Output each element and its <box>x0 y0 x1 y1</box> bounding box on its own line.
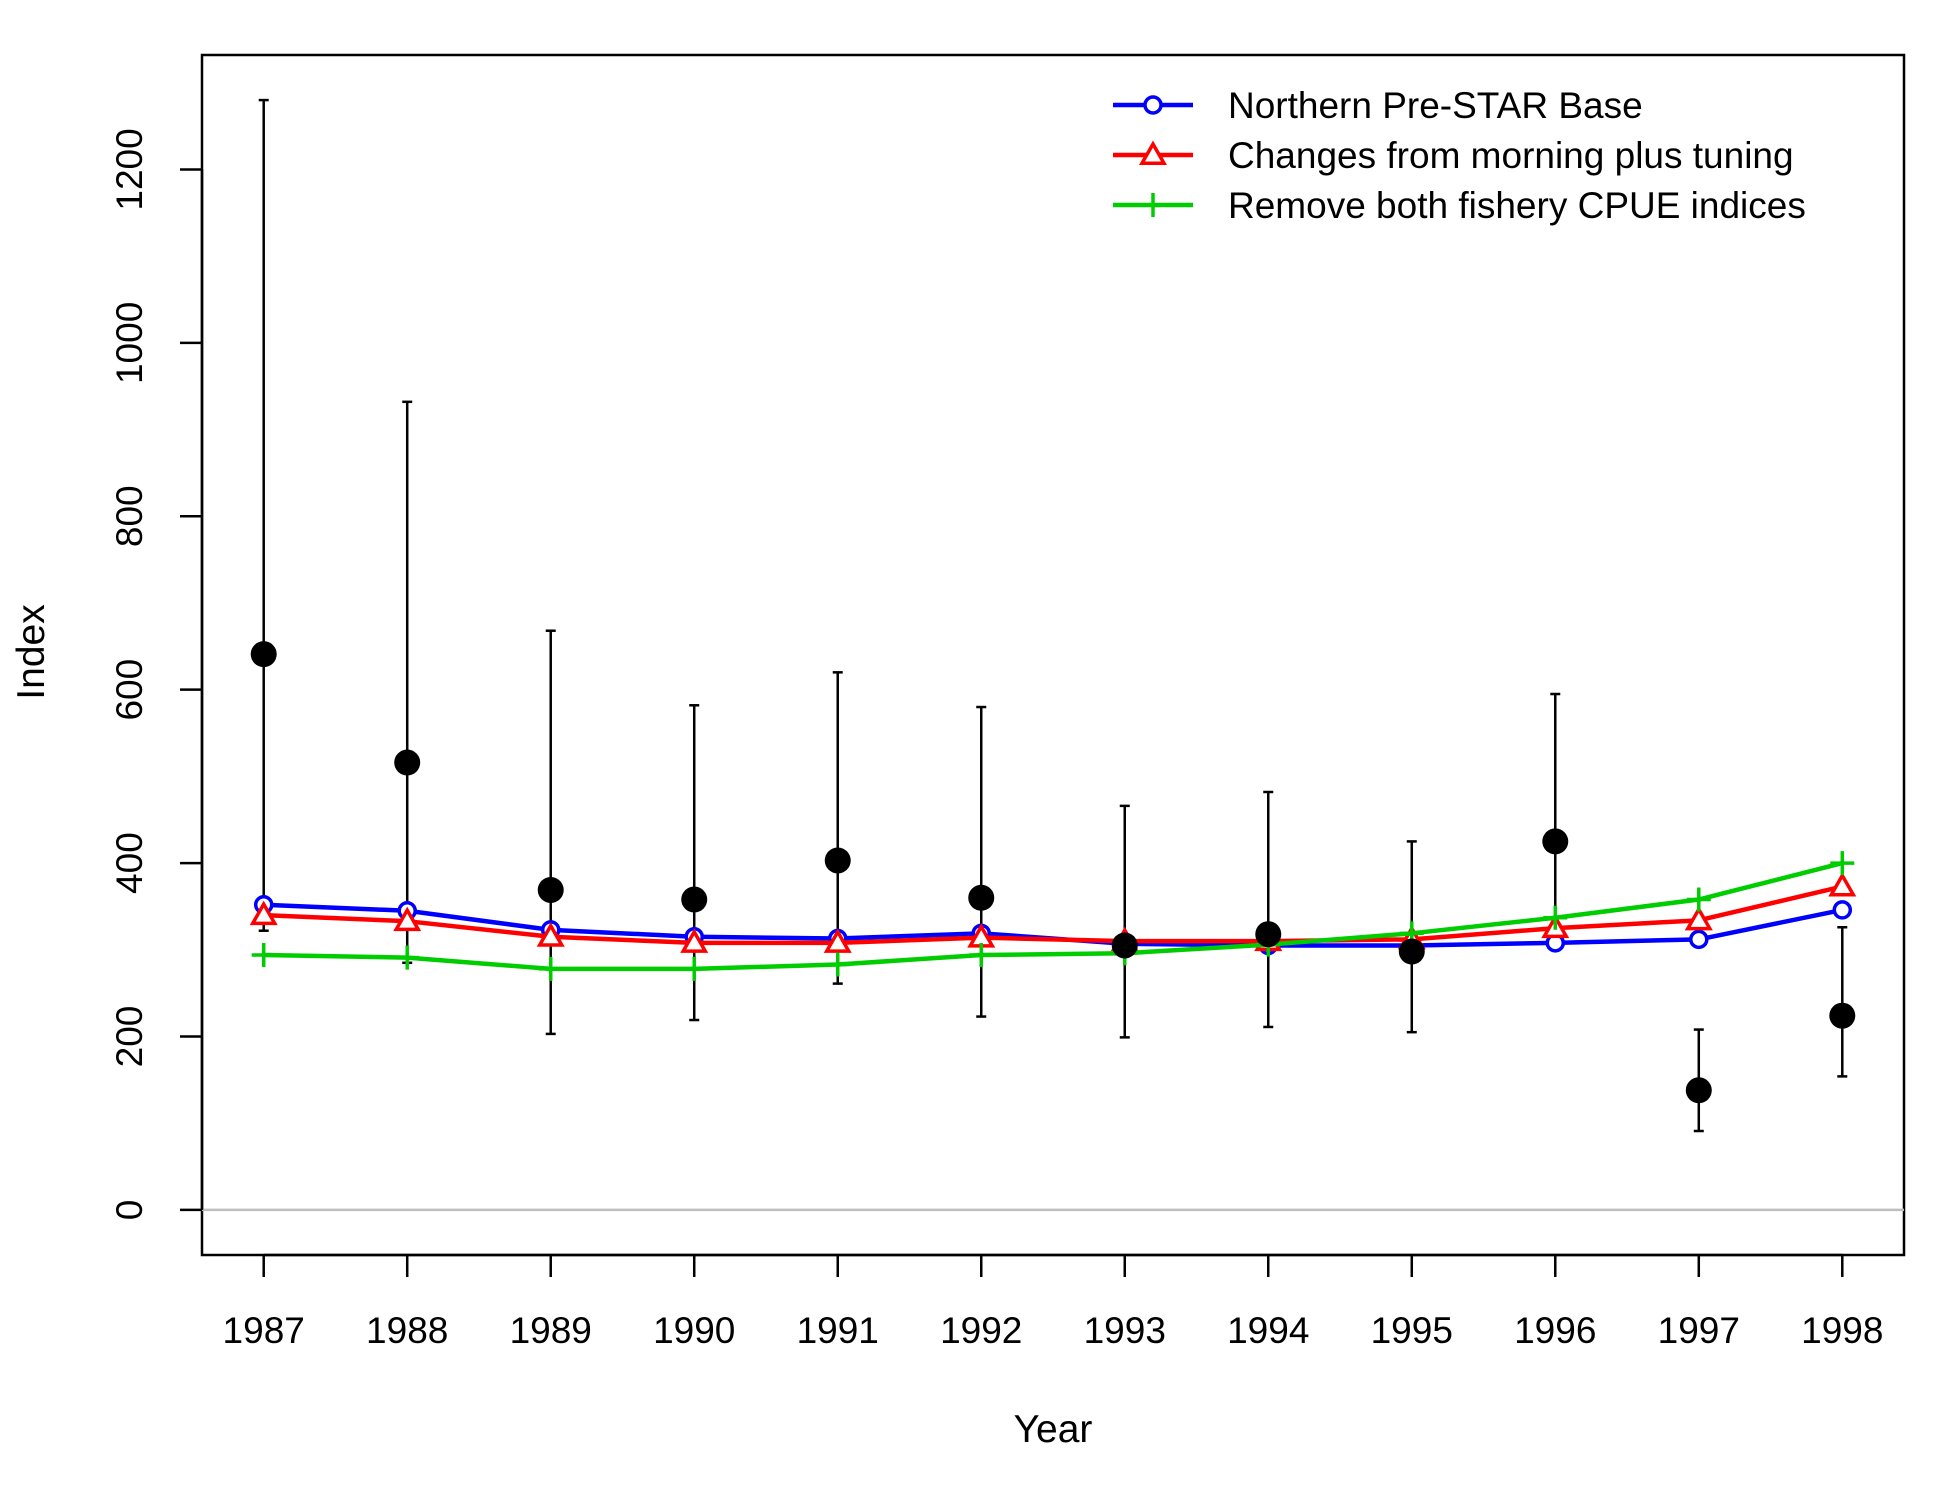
series-point <box>251 943 276 967</box>
observed-point <box>394 749 421 776</box>
x-axis-label: Year <box>1014 1408 1093 1451</box>
y-axis: 0 200 400 600 800 1000 1200 <box>109 128 204 1221</box>
legend-marker <box>1138 140 1168 165</box>
y-tick-label: 1200 <box>109 128 150 210</box>
plot-frame <box>200 53 1906 1257</box>
observed-point <box>1685 1077 1712 1104</box>
legend-label: Changes from morning plus tuning <box>1228 135 1794 176</box>
x-tick-label: 1989 <box>510 1310 592 1351</box>
series-point <box>1832 900 1853 920</box>
y-tick-label: 600 <box>109 659 150 721</box>
observed-point <box>250 641 277 668</box>
x-tick-label: 1993 <box>1084 1310 1166 1351</box>
y-tick-label: 800 <box>109 485 150 547</box>
y-tick-label: 200 <box>109 1006 150 1068</box>
observed-point <box>1255 921 1282 948</box>
x-tick-label: 1991 <box>797 1310 879 1351</box>
series-point <box>1830 851 1855 876</box>
legend: Northern Pre-STAR Base Changes from morni… <box>1113 85 1806 226</box>
series-point <box>1684 905 1713 931</box>
x-tick-label: 1998 <box>1801 1310 1883 1351</box>
observed-point <box>681 886 708 913</box>
series-point <box>538 956 563 981</box>
x-tick-label: 1994 <box>1227 1310 1309 1351</box>
series-lines <box>249 851 1857 981</box>
observed-point <box>1829 1002 1856 1029</box>
x-tick-label: 1996 <box>1514 1310 1596 1351</box>
series-point <box>1543 905 1568 930</box>
x-tick-label: 1987 <box>223 1310 305 1351</box>
observed-point <box>1542 828 1569 855</box>
series-point <box>682 956 707 981</box>
legend-marker <box>1141 193 1165 217</box>
x-tick-label: 1988 <box>366 1310 448 1351</box>
observed-point <box>537 876 564 903</box>
legend-label: Remove both fishery CPUE indices <box>1228 185 1806 226</box>
series-point <box>1689 929 1709 950</box>
y-tick-label: 0 <box>109 1200 150 1221</box>
series-point <box>825 952 850 977</box>
x-tick-label: 1990 <box>653 1310 735 1351</box>
y-tick-label: 400 <box>109 832 150 894</box>
series-point <box>393 906 422 932</box>
series-point <box>536 922 565 947</box>
x-tick-label: 1992 <box>940 1310 1022 1351</box>
series-line <box>263 884 1843 946</box>
observed-error-bars <box>258 98 1848 1133</box>
observed-point <box>968 884 995 911</box>
series-point <box>249 900 278 926</box>
series-point <box>1828 871 1857 897</box>
x-tick-label: 1997 <box>1658 1310 1740 1351</box>
series-plus <box>251 851 1855 981</box>
x-axis: 1987 1988 1989 1990 1991 1992 1993 1994 1995 1996… <box>223 1253 1883 1351</box>
series-point <box>1686 887 1711 912</box>
series-point <box>969 943 994 967</box>
legend-marker <box>1143 95 1163 115</box>
observed-point <box>1111 932 1138 959</box>
series-point <box>680 928 709 953</box>
y-axis-label: Index <box>10 604 53 700</box>
series-point <box>395 945 420 970</box>
series-line <box>263 860 1843 972</box>
observed-point <box>824 847 851 874</box>
observed-point <box>1398 938 1425 965</box>
series-point <box>823 928 852 953</box>
x-tick-label: 1995 <box>1371 1310 1453 1351</box>
y-tick-label: 1000 <box>109 302 150 384</box>
observed-points <box>250 641 1856 1104</box>
legend-label: Northern Pre-STAR Base <box>1228 85 1643 126</box>
